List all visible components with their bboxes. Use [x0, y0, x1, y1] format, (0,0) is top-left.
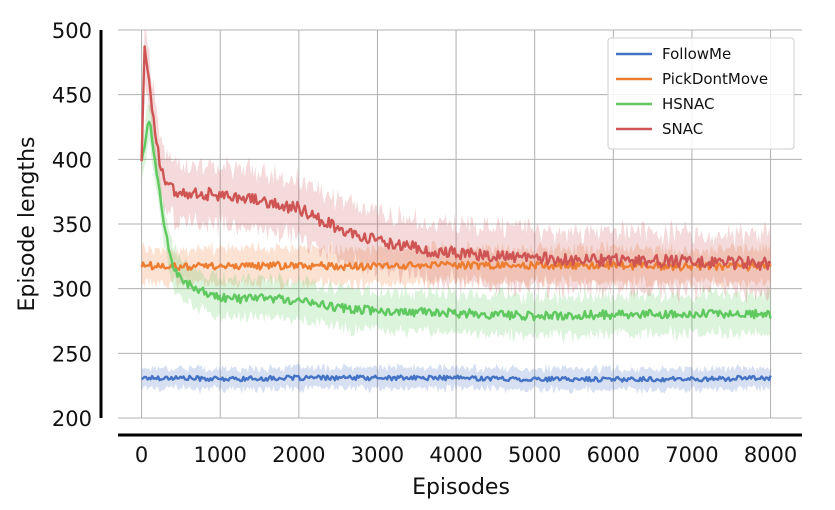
x-tick-label: 4000 [429, 443, 482, 467]
y-tick-label: 500 [52, 19, 92, 43]
x-axis-title: Episodes [412, 475, 510, 500]
line-pickdontmove [140, 260, 772, 272]
y-tick-label: 400 [52, 148, 92, 172]
band-hsnac [141, 103, 771, 345]
line-snac [140, 45, 772, 271]
band-snac [141, 30, 771, 305]
x-tick-label: 1000 [193, 443, 246, 467]
y-tick-label: 450 [52, 84, 92, 108]
legend-label: SNAC [662, 120, 703, 138]
y-tick-label: 200 [52, 407, 92, 431]
legend-label: PickDontMove [662, 70, 768, 88]
x-tick-label: 6000 [587, 443, 640, 467]
y-tick-label: 250 [52, 342, 92, 366]
y-tick-label: 300 [52, 278, 92, 302]
y-axis-title: Episode lengths [15, 137, 40, 312]
x-tick-label: 3000 [351, 443, 404, 467]
legend: FollowMe PickDontMove HSNAC SNAC [607, 37, 795, 150]
legend-box [607, 37, 795, 150]
x-tick-label: 0 [135, 443, 148, 467]
x-tick-label: 5000 [508, 443, 561, 467]
legend-label: HSNAC [662, 95, 715, 113]
series-lines [140, 45, 772, 383]
tick-labels: 0 1000 2000 3000 4000 5000 6000 7000 8000 200 250 3… [52, 19, 797, 467]
x-tick-label: 7000 [665, 443, 718, 467]
line-followme [140, 374, 772, 383]
x-tick-label: 8000 [744, 443, 797, 467]
x-tick-label: 2000 [272, 443, 325, 467]
line-hsnac [140, 120, 772, 322]
grid-layer [118, 29, 802, 419]
axes [99, 30, 802, 437]
legend-label: FollowMe [662, 45, 731, 63]
y-tick-label: 350 [52, 213, 92, 237]
